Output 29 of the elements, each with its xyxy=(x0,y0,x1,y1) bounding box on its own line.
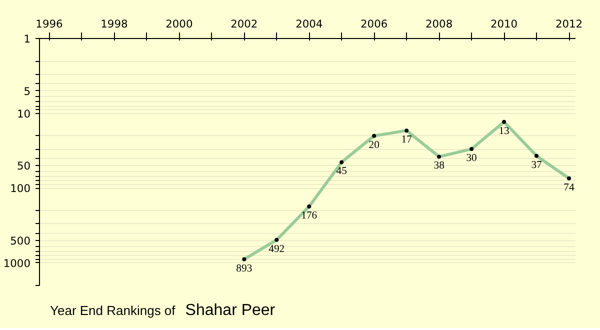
data-label: 30 xyxy=(466,153,477,164)
y-tick-label: 1000 xyxy=(3,256,31,270)
data-label: 38 xyxy=(434,160,444,172)
data-label: 74 xyxy=(564,182,576,194)
data-label: 492 xyxy=(268,244,285,255)
x-tick-label: 1998 xyxy=(100,18,128,30)
data-label: 37 xyxy=(531,160,543,171)
data-label: 45 xyxy=(336,166,347,178)
data-label: 13 xyxy=(498,126,510,137)
data-label: 176 xyxy=(301,210,318,222)
y-tick-label: 10 xyxy=(16,107,31,120)
x-tick-label: 2008 xyxy=(426,18,453,30)
y-tick-label: 5 xyxy=(24,84,30,98)
y-tick-label: 100 xyxy=(10,182,31,196)
text: Shahar Peer xyxy=(185,302,276,319)
data-label: 17 xyxy=(401,134,413,146)
y-tick-label: 1 xyxy=(24,32,30,46)
data-label: 893 xyxy=(236,263,252,274)
x-tick-label: 2002 xyxy=(230,18,258,30)
y-tick-label: 500 xyxy=(10,234,31,248)
x-tick-label: 2004 xyxy=(296,18,323,30)
x-tick-label: 2006 xyxy=(360,18,388,30)
x-tick-label: 2012 xyxy=(555,18,583,30)
x-tick-label: 2000 xyxy=(166,18,193,30)
text: Year End Rankings of xyxy=(50,303,176,318)
x-tick-label: 1996 xyxy=(36,18,64,30)
y-tick-label: 50 xyxy=(16,160,31,173)
data-label: 20 xyxy=(368,140,380,151)
x-tick-label: 2010 xyxy=(490,18,518,30)
